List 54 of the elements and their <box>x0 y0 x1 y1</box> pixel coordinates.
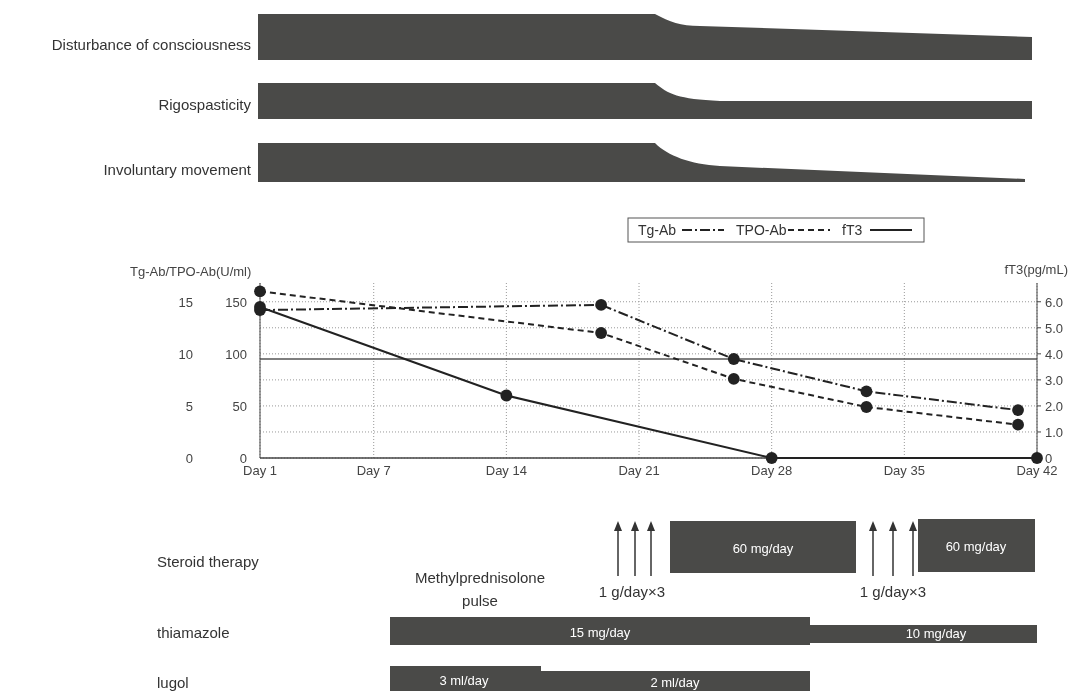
y3-tick-label: 4.0 <box>1045 346 1064 362</box>
y3-tick-label: 1.0 <box>1045 424 1064 440</box>
point <box>860 385 873 398</box>
y3-tick-label: 6.0 <box>1045 294 1064 310</box>
y-axis-title: Tg-Ab/TPO-Ab(U/ml) <box>130 264 252 279</box>
y3-tick-label: 3.0 <box>1045 372 1064 388</box>
text: 1 g/day×3 <box>598 583 666 600</box>
y3-tick-label: 5.0 <box>1045 320 1064 336</box>
point <box>727 353 740 365</box>
point <box>595 298 608 311</box>
point <box>765 452 778 464</box>
text: 60 mg/day <box>945 539 1007 554</box>
y2-tick-label: 100 <box>225 346 247 362</box>
y2-tick-label: 50 <box>232 398 247 414</box>
legend-label: TPO-Ab <box>736 222 787 238</box>
y-tick-label: 0 <box>185 451 193 466</box>
y3-tick-label: 0 <box>1045 451 1053 466</box>
point <box>1031 452 1043 464</box>
x-tick-label: Day 28 <box>751 463 793 478</box>
legend-label: Tg-Ab <box>638 222 677 238</box>
y-tick-label: 15 <box>178 294 193 310</box>
y3-axis-title: fT3(pg/mL) <box>1004 262 1068 277</box>
x-tick-label: Day 21 <box>618 463 660 478</box>
y3-tick-label: 2.0 <box>1045 398 1064 414</box>
text: 2 ml/day <box>650 675 701 690</box>
y2-tick-label: 0 <box>239 451 247 466</box>
text: 1 g/day×3 <box>859 583 927 600</box>
text: Involuntary movement <box>103 161 252 178</box>
legend-label: fT3 <box>842 222 863 238</box>
point <box>595 327 608 339</box>
point <box>1012 418 1024 431</box>
point <box>727 372 740 385</box>
text: thiamazole <box>157 624 230 641</box>
y2-tick-label: 150 <box>225 294 247 310</box>
point <box>500 389 513 402</box>
x-tick-label: Day 14 <box>485 463 527 478</box>
text: Rigospasticity <box>158 96 252 113</box>
text: lugol <box>157 674 189 691</box>
x-tick-label: Day 35 <box>883 463 925 478</box>
point <box>860 401 873 413</box>
text: 10 mg/day <box>905 626 967 641</box>
text: 60 mg/day <box>732 541 794 556</box>
text: 15 mg/day <box>569 625 631 640</box>
text: Disturbance of consciousness <box>51 36 251 53</box>
x-tick-label: Day 42 <box>1016 463 1058 478</box>
y-tick-label: 10 <box>178 346 193 362</box>
x-tick-label: Day 1 <box>243 463 277 478</box>
y-tick-label: 5 <box>185 398 193 414</box>
point <box>1012 404 1024 416</box>
text: Steroid therapy <box>157 553 260 570</box>
text: 3 ml/day <box>439 673 490 688</box>
point <box>254 285 266 298</box>
text: Methylprednisolone pulse <box>414 569 546 609</box>
x-tick-label: Day 7 <box>356 463 391 478</box>
